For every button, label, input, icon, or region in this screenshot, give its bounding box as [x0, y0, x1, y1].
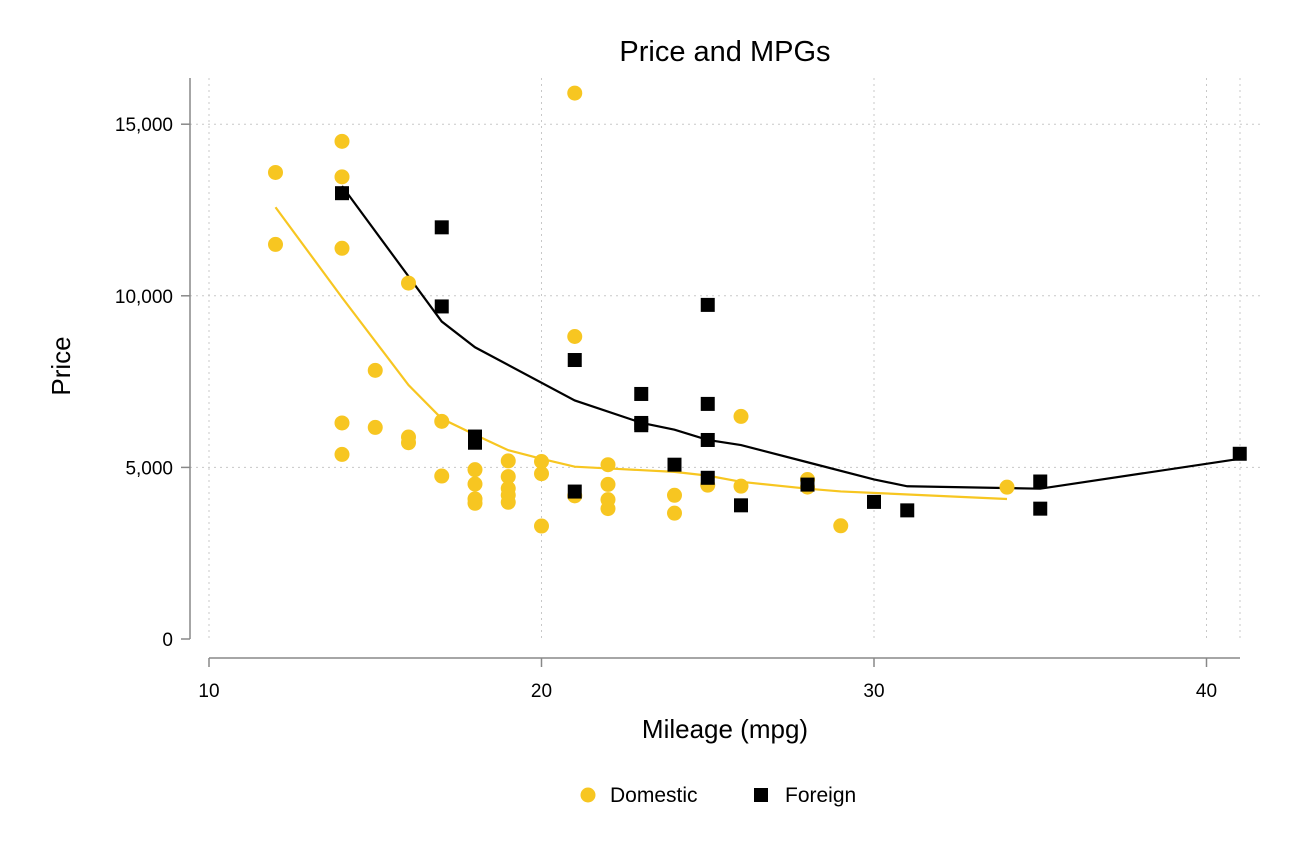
domestic-point — [367, 419, 383, 435]
domestic-point — [467, 495, 483, 511]
y-axis-title: Price — [46, 336, 76, 395]
foreign-point — [800, 477, 815, 492]
x-tick-label: 40 — [1196, 681, 1217, 702]
fit-lines — [274, 185, 1240, 501]
foreign-point — [1033, 474, 1048, 489]
domestic-point — [434, 413, 450, 429]
legend-marker-foreign — [754, 788, 768, 802]
domestic-point — [401, 275, 416, 291]
y-tick-label: 0 — [162, 630, 173, 651]
x-tick-label: 10 — [198, 681, 219, 702]
x-axis-ticks: 10 20 30 40 — [198, 658, 1217, 702]
data-points — [268, 85, 1247, 534]
domestic-point — [268, 164, 283, 180]
domestic-point — [534, 518, 549, 534]
foreign-point — [634, 386, 649, 401]
legend: Domestic Foreign — [580, 784, 856, 807]
y-tick-label: 5,000 — [125, 458, 173, 479]
foreign-point — [567, 353, 582, 368]
domestic-point — [833, 518, 849, 534]
domestic-point — [334, 169, 350, 185]
foreign-point — [667, 457, 682, 472]
domestic-point — [500, 494, 516, 510]
foreign-point — [1033, 501, 1048, 516]
foreign-point — [634, 418, 649, 433]
domestic-point — [567, 329, 583, 345]
domestic-point — [334, 415, 350, 431]
legend-label-domestic: Domestic — [610, 784, 698, 807]
domestic-point — [600, 476, 616, 492]
domestic-point — [268, 236, 283, 252]
foreign-point — [700, 297, 715, 312]
domestic-point — [367, 362, 383, 378]
legend-marker-domestic — [580, 787, 596, 803]
foreign-point — [900, 503, 915, 518]
foreign-point — [434, 220, 449, 235]
domestic-point — [467, 476, 483, 492]
domestic-point — [500, 469, 516, 485]
domestic-point — [534, 453, 549, 469]
foreign-point — [867, 494, 881, 509]
foreign-point — [1232, 446, 1247, 461]
domestic-point — [334, 446, 350, 462]
domestic-fit-line — [274, 206, 1008, 501]
x-tick-label: 20 — [531, 681, 552, 702]
gridlines — [190, 78, 1260, 639]
y-axis-ticks: 0 5,000 10,000 15,000 — [115, 115, 190, 651]
domestic-point — [567, 85, 583, 101]
foreign-point — [700, 470, 715, 485]
chart-title: Price and MPGs — [619, 36, 830, 68]
domestic-point — [667, 487, 682, 503]
domestic-point — [467, 462, 483, 478]
foreign-point — [700, 396, 715, 411]
foreign-point — [434, 299, 449, 314]
domestic-point — [534, 466, 549, 482]
foreign-point — [567, 484, 582, 499]
domestic-point — [334, 240, 350, 256]
foreign-point — [700, 432, 715, 447]
foreign-point — [734, 498, 748, 513]
domestic-point — [733, 408, 749, 424]
domestic-point — [733, 478, 749, 494]
x-axis-title: Mileage (mpg) — [642, 714, 808, 744]
domestic-point — [600, 501, 616, 517]
domestic-point — [999, 479, 1015, 495]
domestic-point — [600, 457, 616, 473]
domestic-point — [401, 435, 416, 451]
foreign-point — [468, 435, 482, 450]
domestic-point — [500, 453, 516, 469]
x-tick-label: 30 — [863, 681, 884, 702]
foreign-point — [335, 186, 349, 201]
domestic-point — [334, 133, 350, 149]
y-tick-label: 10,000 — [115, 287, 173, 308]
y-tick-label: 15,000 — [115, 115, 173, 136]
legend-label-foreign: Foreign — [785, 784, 856, 807]
domestic-point — [667, 505, 682, 521]
domestic-point — [434, 468, 450, 484]
